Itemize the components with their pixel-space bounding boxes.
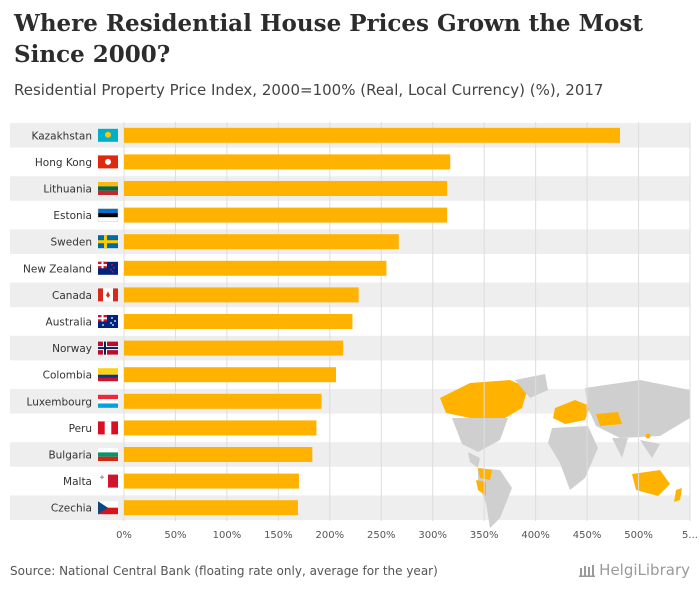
flag-estonia-icon	[97, 208, 119, 222]
world-map	[440, 374, 690, 528]
flag-malta-icon	[98, 474, 118, 488]
map-europe	[553, 400, 590, 424]
category-label: Norway	[52, 343, 92, 355]
map-peru	[476, 480, 486, 496]
flag-bulgaria-icon	[98, 448, 118, 461]
map-new-zealand	[674, 488, 682, 502]
flag-czechia-icon	[98, 501, 118, 515]
bar	[124, 207, 448, 223]
x-tick-label: 0%	[116, 530, 132, 541]
map-australia	[632, 470, 670, 496]
x-tick-label: 250%	[367, 530, 396, 541]
bar	[124, 473, 299, 489]
flag-lithuania-icon	[98, 182, 118, 195]
flag-australia-icon	[98, 315, 118, 328]
bar	[124, 181, 448, 196]
flag-sweden-icon	[98, 235, 118, 249]
map-asia	[585, 380, 690, 438]
brand-name: HelgiLibrary	[599, 561, 690, 579]
x-tick-label: 200%	[316, 530, 345, 541]
category-label: Hong Kong	[35, 157, 92, 169]
bar	[124, 500, 298, 516]
flag-luxembourg-icon	[98, 394, 118, 408]
x-tick-label: 400%	[521, 530, 550, 541]
bar	[124, 260, 387, 276]
library-icon	[579, 565, 596, 577]
chart-subtitle: Residential Property Price Index, 2000=1…	[14, 81, 604, 99]
flag-hong-kong-icon	[98, 155, 118, 169]
map-africa	[548, 426, 598, 490]
bar	[124, 340, 344, 356]
x-tick-label: 5...	[682, 530, 698, 541]
bar	[124, 287, 359, 303]
category-label: New Zealand	[23, 263, 92, 275]
bar	[124, 393, 322, 409]
map-central-america	[468, 452, 480, 468]
map-usa	[452, 418, 508, 452]
flag-peru-icon	[98, 421, 118, 435]
chart-title: Where Residential House Prices Grown the…	[14, 10, 643, 68]
category-label: Luxembourg	[27, 396, 92, 408]
map-southeast-asia	[640, 440, 660, 458]
category-label: Malta	[63, 476, 92, 488]
x-tick-label: 350%	[470, 530, 499, 541]
bar	[124, 367, 336, 383]
flag-norway-icon	[98, 341, 118, 355]
bar	[124, 314, 353, 329]
bar	[124, 447, 313, 462]
category-label: Lithuania	[43, 184, 92, 196]
row-band	[10, 335, 690, 361]
category-label: Canada	[52, 290, 92, 302]
flag-kazakhstan-icon	[98, 128, 118, 142]
x-tick-label: 50%	[164, 530, 186, 541]
flag-canada-icon	[98, 288, 118, 302]
category-label: Colombia	[43, 370, 92, 382]
map-colombia	[478, 468, 492, 480]
x-tick-label: 100%	[213, 530, 242, 541]
category-label: Bulgaria	[48, 450, 92, 462]
x-tick-label: 500%	[624, 530, 653, 541]
bar	[124, 420, 317, 436]
category-label: Kazakhstan	[32, 130, 93, 142]
row-band	[10, 495, 690, 520]
map-kazakhstan	[596, 412, 622, 426]
map-india	[612, 438, 628, 458]
category-label: Peru	[69, 423, 92, 435]
flag-new-zealand-icon	[98, 261, 118, 275]
category-label: Czechia	[51, 503, 92, 515]
source-note: Source: National Central Bank (floating …	[10, 564, 438, 578]
bar	[124, 234, 399, 250]
bar	[124, 154, 451, 170]
category-label: Sweden	[51, 237, 93, 249]
flag-colombia-icon	[98, 368, 118, 382]
bar	[124, 127, 621, 143]
x-tick-label: 450%	[573, 530, 602, 541]
x-tick-label: 150%	[264, 530, 293, 541]
map-hong-kong	[645, 433, 651, 439]
map-greenland	[515, 374, 548, 398]
category-label: Estonia	[53, 210, 92, 222]
bar-chart: 0% 50% 100% 150% 200% 250% 300% 350% 400% 450% 500…	[10, 122, 698, 541]
brand-logo: HelgiLibrary	[579, 561, 690, 579]
x-tick-label: 300%	[418, 530, 447, 541]
map-south-america	[478, 468, 512, 528]
category-label: Australia	[46, 317, 92, 329]
